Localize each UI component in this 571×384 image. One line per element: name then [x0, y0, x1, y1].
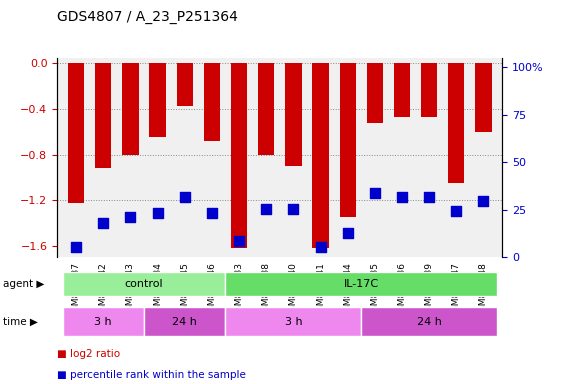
Text: agent ▶: agent ▶: [3, 279, 44, 289]
Bar: [340, 63, 356, 217]
Point: [343, 230, 352, 237]
Point: [370, 190, 379, 197]
Point: [126, 214, 135, 220]
Bar: [204, 63, 220, 141]
Text: time ▶: time ▶: [3, 316, 38, 327]
Point: [180, 194, 190, 200]
Point: [479, 198, 488, 204]
Bar: [421, 63, 437, 117]
Bar: [150, 63, 166, 137]
Text: 24 h: 24 h: [417, 316, 441, 327]
Bar: [448, 63, 464, 183]
Text: IL-17C: IL-17C: [344, 279, 379, 289]
FancyBboxPatch shape: [226, 307, 361, 336]
Bar: [286, 63, 301, 166]
Bar: [122, 63, 139, 155]
Bar: [312, 63, 329, 248]
Bar: [231, 63, 247, 248]
Bar: [176, 63, 193, 106]
Point: [397, 194, 407, 200]
FancyBboxPatch shape: [361, 307, 497, 336]
FancyBboxPatch shape: [144, 307, 226, 336]
Bar: [68, 63, 85, 202]
FancyBboxPatch shape: [63, 307, 144, 336]
Text: ■ log2 ratio: ■ log2 ratio: [57, 349, 120, 359]
Point: [425, 194, 434, 200]
Text: control: control: [124, 279, 163, 289]
Text: 24 h: 24 h: [172, 316, 197, 327]
Bar: [95, 63, 111, 168]
Text: 3 h: 3 h: [94, 316, 112, 327]
Point: [316, 244, 325, 250]
Text: 3 h: 3 h: [284, 316, 302, 327]
Bar: [258, 63, 274, 155]
Point: [235, 238, 244, 244]
Point: [289, 206, 298, 212]
Bar: [367, 63, 383, 122]
FancyBboxPatch shape: [63, 272, 226, 296]
Point: [153, 210, 162, 217]
Bar: [475, 63, 492, 132]
FancyBboxPatch shape: [226, 272, 497, 296]
Bar: [394, 63, 410, 117]
Point: [99, 220, 108, 227]
Text: ■ percentile rank within the sample: ■ percentile rank within the sample: [57, 370, 246, 380]
Point: [207, 210, 216, 217]
Text: GDS4807 / A_23_P251364: GDS4807 / A_23_P251364: [57, 10, 238, 23]
Point: [452, 208, 461, 214]
Point: [71, 244, 81, 250]
Point: [262, 206, 271, 212]
